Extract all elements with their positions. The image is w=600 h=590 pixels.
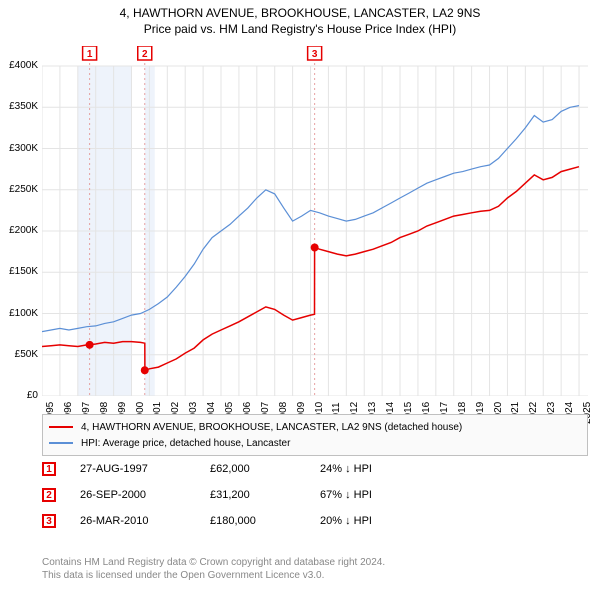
legend-label-property: 4, HAWTHORN AVENUE, BROOKHOUSE, LANCASTE…	[81, 422, 462, 433]
event-date: 27-AUG-1997	[80, 463, 210, 475]
title-line-2: Price paid vs. HM Land Registry's House …	[0, 22, 600, 36]
event-point-icon	[86, 341, 94, 349]
event-date: 26-SEP-2000	[80, 489, 210, 501]
event-delta: 24% ↓ HPI	[320, 463, 372, 475]
y-axis-tick-label: £100K	[0, 308, 38, 319]
y-axis-tick-label: £400K	[0, 60, 38, 71]
legend-swatch-hpi	[49, 442, 73, 444]
footer-line-1: Contains HM Land Registry data © Crown c…	[42, 556, 588, 569]
footer-block: Contains HM Land Registry data © Crown c…	[42, 556, 588, 582]
event-flag-label: 2	[142, 49, 148, 60]
chart-svg: 1 2 3	[42, 46, 588, 396]
y-axis-tick-label: £50K	[0, 349, 38, 360]
event-row: 1 27-AUG-1997£62,00024% ↓ HPI	[42, 456, 588, 482]
event-date: 26-MAR-2010	[80, 515, 210, 527]
event-marker-icon: 2	[42, 488, 56, 502]
y-axis-tick-label: £200K	[0, 225, 38, 236]
event-price: £180,000	[210, 515, 320, 527]
event-flag-label: 1	[87, 49, 93, 60]
legend-row-property: 4, HAWTHORN AVENUE, BROOKHOUSE, LANCASTE…	[49, 419, 581, 435]
event-delta: 67% ↓ HPI	[320, 489, 372, 501]
event-point-icon	[141, 366, 149, 374]
event-marker-icon: 1	[42, 462, 56, 476]
events-block: 1 27-AUG-1997£62,00024% ↓ HPI 2 26-SEP-2000…	[42, 456, 588, 534]
event-flag-label: 3	[312, 49, 318, 60]
event-price: £31,200	[210, 489, 320, 501]
event-delta: 20% ↓ HPI	[320, 515, 372, 527]
title-block: 4, HAWTHORN AVENUE, BROOKHOUSE, LANCASTE…	[0, 0, 600, 36]
event-row: 2 26-SEP-2000£31,20067% ↓ HPI	[42, 482, 588, 508]
y-axis-tick-label: £250K	[0, 184, 38, 195]
y-axis-tick-label: £0	[0, 390, 38, 401]
y-axis-tick-label: £150K	[0, 266, 38, 277]
event-marker-icon: 3	[42, 514, 56, 528]
event-price: £62,000	[210, 463, 320, 475]
legend-box: 4, HAWTHORN AVENUE, BROOKHOUSE, LANCASTE…	[42, 414, 588, 456]
legend-label-hpi: HPI: Average price, detached house, Lanc…	[81, 438, 290, 449]
legend-swatch-property	[49, 426, 73, 428]
y-axis-tick-label: £350K	[0, 101, 38, 112]
event-row: 3 26-MAR-2010£180,00020% ↓ HPI	[42, 508, 588, 534]
footer-line-2: This data is licensed under the Open Gov…	[42, 569, 588, 582]
legend-row-hpi: HPI: Average price, detached house, Lanc…	[49, 435, 581, 451]
chart-plot-area: 1 2 3	[42, 46, 588, 396]
title-line-1: 4, HAWTHORN AVENUE, BROOKHOUSE, LANCASTE…	[0, 6, 600, 20]
event-point-icon	[311, 244, 319, 252]
chart-container: 4, HAWTHORN AVENUE, BROOKHOUSE, LANCASTE…	[0, 0, 600, 590]
y-axis-tick-label: £300K	[0, 143, 38, 154]
